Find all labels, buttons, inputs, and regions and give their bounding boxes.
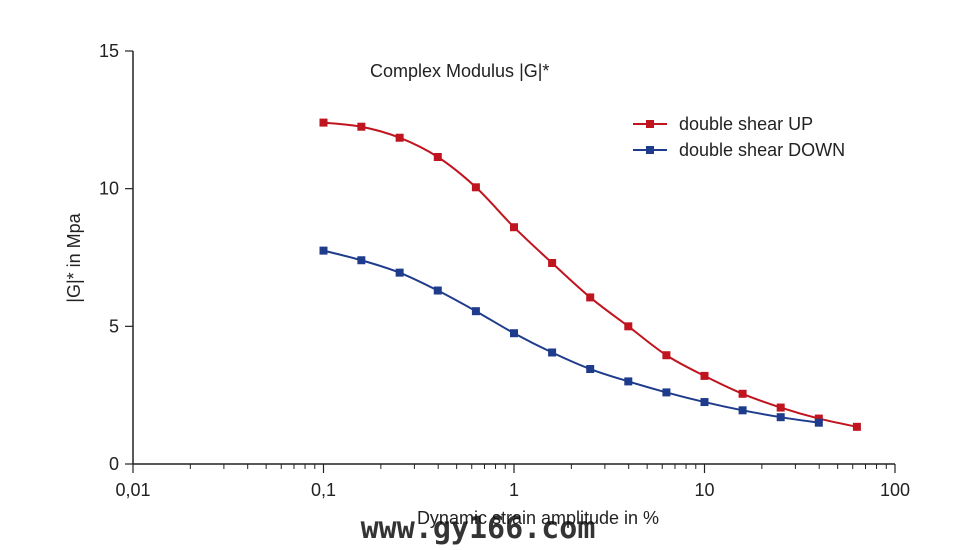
watermark: www.gy166.com <box>361 511 596 546</box>
data-point <box>319 118 328 127</box>
legend-label: double shear UP <box>679 114 813 134</box>
data-point <box>624 322 633 331</box>
data-point <box>395 268 404 277</box>
y-tick-label: 0 <box>109 454 119 474</box>
legend-label: double shear DOWN <box>679 140 845 160</box>
series-2 <box>319 246 823 427</box>
legend-item: double shear UP <box>633 114 813 134</box>
data-point <box>814 418 823 427</box>
x-tick-label: 0,01 <box>115 480 150 500</box>
x-axis-title: Dynamic strain amplitude in % <box>417 508 659 528</box>
data-point <box>319 246 328 255</box>
series-1 <box>319 118 861 431</box>
data-point <box>738 406 747 415</box>
y-axis-title: |G|* in Mpa <box>64 212 84 302</box>
legend: double shear UP double shear DOWN <box>633 114 845 160</box>
data-point <box>852 422 861 431</box>
data-point <box>548 259 557 268</box>
data-point <box>700 398 709 407</box>
data-point <box>662 388 671 397</box>
data-point <box>510 329 518 338</box>
data-point <box>700 371 709 380</box>
data-point <box>471 183 480 192</box>
x-tick-label: 0,1 <box>311 480 336 500</box>
data-point <box>433 286 442 295</box>
data-point <box>586 293 595 302</box>
legend-marker <box>646 120 654 128</box>
data-point <box>738 389 747 398</box>
legend-marker <box>646 146 654 154</box>
data-point <box>586 365 595 374</box>
data-point <box>548 348 557 357</box>
data-point <box>624 377 633 386</box>
axes: 0 5 10 15 0,01 0,1 1 10 100 <box>99 41 910 500</box>
data-point <box>357 256 366 265</box>
x-tick-label: 10 <box>694 480 714 500</box>
data-point <box>814 414 823 423</box>
y-tick-label: 15 <box>99 41 119 61</box>
data-point <box>510 223 518 232</box>
x-tick-label: 100 <box>880 480 910 500</box>
data-point <box>433 153 442 162</box>
series-layer <box>319 118 861 431</box>
data-point <box>776 403 785 412</box>
data-point <box>357 122 366 131</box>
chart-title: Complex Modulus |G|* <box>370 61 549 81</box>
y-tick-label: 10 <box>99 179 119 199</box>
x-tick-label: 1 <box>509 480 519 500</box>
legend-item: double shear DOWN <box>633 140 845 160</box>
data-point <box>776 413 785 422</box>
data-point <box>662 351 671 360</box>
data-point <box>395 133 404 142</box>
y-tick-label: 5 <box>109 316 119 336</box>
data-point <box>471 307 480 316</box>
